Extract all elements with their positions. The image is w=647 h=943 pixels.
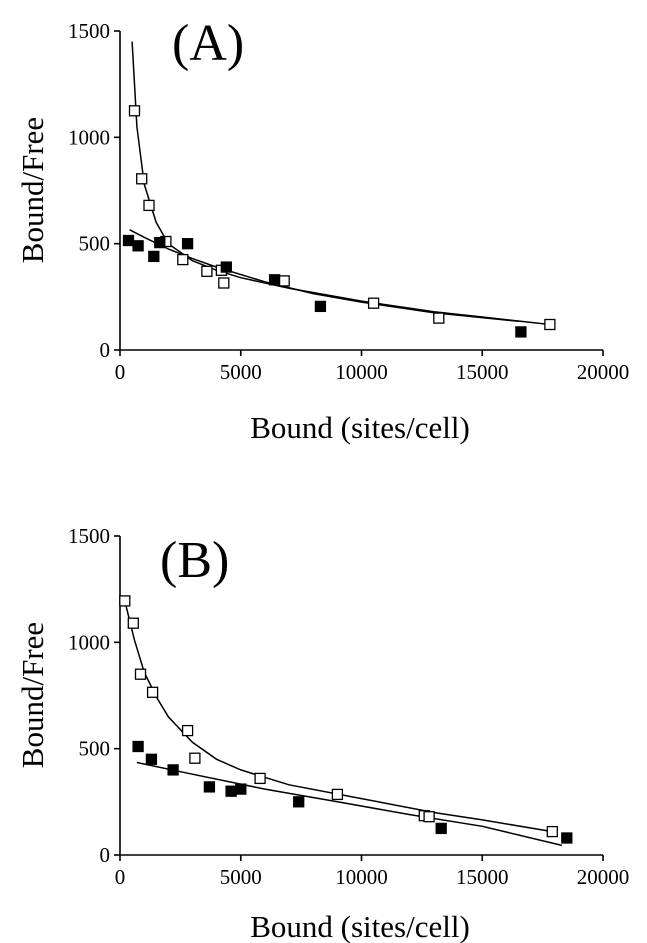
y-tick-label: 1500 <box>68 19 110 43</box>
y-axis-title: Bound/Free <box>15 117 50 263</box>
data-points <box>122 105 556 338</box>
y-tick-label: 0 <box>100 843 111 867</box>
open-square-point <box>546 825 558 838</box>
filled-square-point <box>235 783 247 795</box>
open-square-point <box>127 617 139 629</box>
filled-square-point <box>435 822 447 835</box>
filled-square-point <box>122 234 135 247</box>
y-axis-title: Bound/Free <box>15 622 50 768</box>
x-tick-label: 20000 <box>577 360 630 384</box>
filled-square-point <box>561 832 573 844</box>
x-tick-label: 0 <box>115 360 126 384</box>
open-square-point <box>218 277 230 289</box>
x-axis-title: Bound (sites/cell) <box>250 410 470 445</box>
open-square-point <box>119 595 131 607</box>
y-tick-label: 1000 <box>68 630 110 654</box>
filled-square-point <box>203 781 216 793</box>
x-tick-label: 15000 <box>456 865 509 889</box>
open-square-point <box>181 724 194 737</box>
filled-square-point <box>145 753 158 765</box>
filled-square-point <box>515 326 527 338</box>
open-square-point <box>177 253 189 266</box>
open-square-point <box>201 265 213 277</box>
open-square-point <box>278 275 290 287</box>
open-square-point <box>128 105 141 117</box>
open-square-point <box>143 199 155 212</box>
open-square-point <box>136 173 148 185</box>
panel-b: (B) Bound/Free Bound (sites/cell) 0 500 10… <box>15 524 629 943</box>
filled-square-point <box>132 240 144 252</box>
fit-curves <box>129 41 550 326</box>
filled-square-point <box>225 785 237 797</box>
filled-square-point <box>167 764 179 776</box>
filled-square-point <box>293 796 305 808</box>
open-square-point <box>544 318 556 331</box>
fit-curve-open-square <box>131 41 550 326</box>
x-tick-label: 0 <box>115 865 126 889</box>
x-tick-label: 20000 <box>577 865 630 889</box>
filled-square-point <box>314 300 327 313</box>
filled-square-point <box>181 238 194 250</box>
fit-curve-filled-square <box>136 761 563 847</box>
fit-curves <box>124 600 563 847</box>
open-square-point <box>423 811 435 823</box>
open-square-point <box>331 788 344 801</box>
open-square-point <box>367 297 380 309</box>
open-square-point <box>254 772 266 785</box>
x-axis-title: Bound (sites/cell) <box>250 909 470 943</box>
data-points <box>119 595 573 844</box>
x-tick-label: 5000 <box>220 865 262 889</box>
x-tick-label: 10000 <box>335 360 388 384</box>
filled-square-point <box>154 236 166 249</box>
y-tick-label: 1000 <box>68 125 110 149</box>
filled-square-point <box>220 261 232 273</box>
filled-square-point <box>132 740 144 753</box>
y-tick-label: 500 <box>79 232 111 256</box>
open-square-point <box>134 668 147 680</box>
open-square-point <box>189 752 201 764</box>
x-tick-label: 15000 <box>456 360 509 384</box>
panel-label: (A) <box>172 15 244 72</box>
panel-label: (B) <box>160 532 229 589</box>
y-tick-label: 0 <box>100 338 111 362</box>
x-tick-label: 5000 <box>220 360 262 384</box>
open-square-point <box>146 686 159 698</box>
filled-square-point <box>268 274 281 286</box>
x-tick-label: 10000 <box>335 865 388 889</box>
panel-a: (A) Bound/Free Bound (sites/cell) 0 500 10… <box>15 15 629 445</box>
y-tick-label: 500 <box>79 737 111 761</box>
y-tick-label: 1500 <box>68 524 110 548</box>
filled-square-point <box>148 250 160 263</box>
open-square-point <box>433 312 445 324</box>
